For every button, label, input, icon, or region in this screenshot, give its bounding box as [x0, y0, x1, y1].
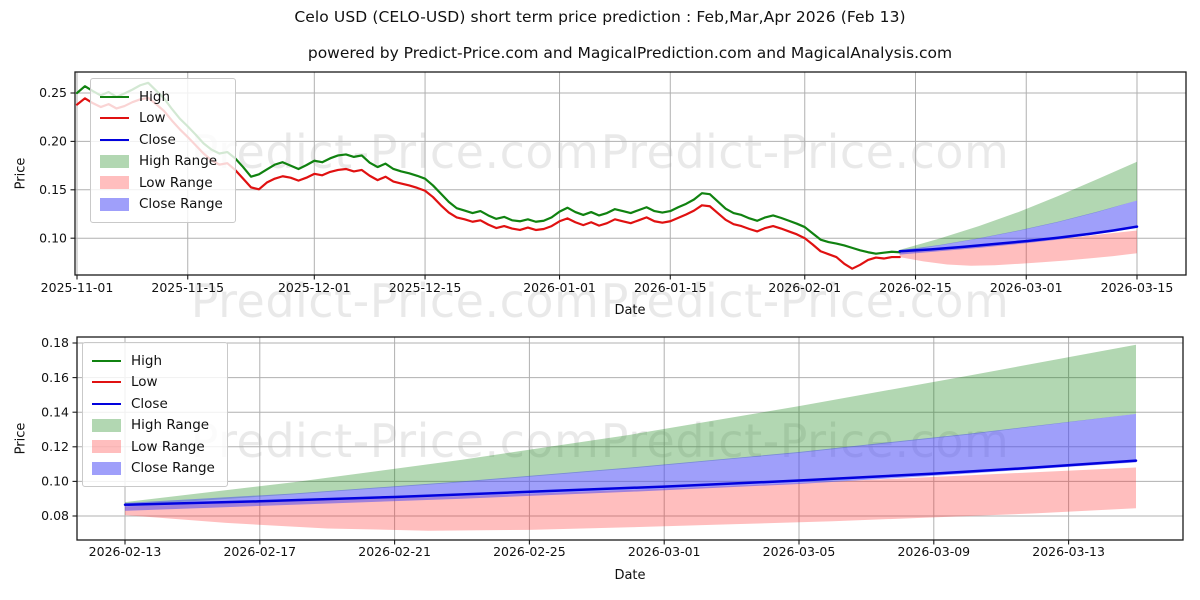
top-chart-legend: High Low Close High Range Low Range Close Ran… — [90, 78, 236, 223]
y-tick-label: 0.10 — [39, 230, 67, 245]
legend-label: Close — [139, 131, 176, 148]
x-tick-label: 2026-02-15 — [879, 280, 952, 295]
legend-swatch — [92, 402, 121, 405]
legend-item-high: High — [100, 86, 223, 108]
tick-marks — [70, 92, 1138, 280]
legend-item-low: Low — [100, 108, 223, 130]
legend-swatch — [100, 117, 129, 120]
x-tick-label: 2025-12-01 — [278, 280, 351, 295]
x-tick-label: 2026-02-13 — [89, 544, 162, 559]
legend-label: High Range — [131, 417, 210, 434]
y-tick-label: 0.20 — [39, 134, 67, 149]
x-tick-label: 2026-03-13 — [1032, 544, 1105, 559]
chart-0: 2025-11-01 2025-11-15 2025-12-01 2025-12-15… — [39, 71, 1187, 295]
low-range-band — [125, 467, 1136, 531]
x-tick-label: 2026-03-01 — [628, 544, 701, 559]
legend-label: Low Range — [139, 174, 213, 191]
legend-label: Low — [131, 374, 158, 391]
legend-swatch — [92, 461, 121, 475]
x-tick-label: 2026-02-01 — [768, 280, 841, 295]
legend-item-high-range: High Range — [92, 415, 215, 437]
legend-item-high-range: High Range — [100, 151, 223, 173]
y-tick-label: 0.15 — [39, 182, 67, 197]
legend-item-close: Close — [100, 129, 223, 151]
x-tick-label: 2025-11-15 — [151, 280, 224, 295]
top-chart-x-axis-label: Date — [614, 303, 646, 318]
y-tick-label: 0.18 — [41, 335, 69, 350]
low-range-band — [899, 230, 1137, 266]
chart-1: 2026-02-13 2026-02-17 2026-02-21 2026-02-25… — [41, 335, 1184, 559]
bottom-chart-legend: High Low Close High Range Low Range Close Ran… — [82, 342, 228, 487]
y-tick-label: 0.10 — [41, 474, 69, 489]
y-tick-label: 0.12 — [41, 439, 69, 454]
legend-label: Low Range — [131, 438, 205, 455]
legend-label: Low — [139, 110, 166, 127]
watermark-text: Predict-Price.com — [190, 274, 600, 328]
legend-swatch — [100, 176, 129, 190]
x-tick-label: 2026-01-15 — [634, 280, 707, 295]
y-tick-label: 0.14 — [41, 404, 69, 419]
x-tick-label: 2026-01-01 — [523, 280, 596, 295]
legend-swatch — [100, 95, 129, 98]
legend-item-high: High — [92, 350, 215, 372]
legend-swatch — [92, 418, 121, 432]
legend-item-low-range: Low Range — [92, 436, 215, 458]
plot-frame — [76, 336, 1184, 541]
x-tick-label: 2026-03-01 — [990, 280, 1063, 295]
legend-label: High Range — [139, 153, 218, 170]
legend-item-close: Close — [92, 393, 215, 415]
close-line — [123, 459, 1138, 507]
bottom-chart-y-axis-label: Price — [13, 422, 29, 455]
x-tick-label: 2026-03-05 — [763, 544, 836, 559]
legend-label: Close Range — [139, 196, 223, 213]
figure-subtitle: powered by Predict-Price.com and Magical… — [307, 44, 953, 62]
legend-swatch — [92, 440, 121, 454]
legend-swatch — [100, 197, 129, 211]
legend-label: High — [131, 352, 163, 369]
plot-frame — [74, 71, 1187, 276]
y-tick-label: 0.08 — [41, 508, 69, 523]
x-tick-label: 2026-02-25 — [493, 544, 566, 559]
legend-label: Close — [131, 395, 168, 412]
legend-swatch — [92, 381, 121, 384]
legend-swatch — [92, 359, 121, 362]
bottom-chart-x-axis-label: Date — [614, 568, 646, 583]
legend-label: High — [139, 88, 171, 105]
legend-item-close-range: Close Range — [92, 458, 215, 480]
figure-title: Celo USD (CELO-USD) short term price pre… — [294, 8, 906, 26]
watermark-text: Predict-Price.com — [600, 274, 1010, 328]
tick-marks — [72, 342, 1070, 545]
legend-item-low-range: Low Range — [100, 172, 223, 194]
high-range-band — [125, 344, 1136, 506]
legend-item-close-range: Close Range — [100, 194, 223, 216]
x-tick-label: 2026-03-09 — [897, 544, 970, 559]
x-tick-label: 2026-02-17 — [223, 544, 296, 559]
y-tick-label: 0.25 — [39, 85, 67, 100]
x-tick-label: 2026-03-15 — [1101, 280, 1174, 295]
x-tick-label: 2025-11-01 — [41, 280, 114, 295]
x-tick-label: 2026-02-21 — [358, 544, 431, 559]
legend-swatch — [100, 138, 129, 141]
legend-swatch — [100, 154, 129, 168]
y-tick-label: 0.16 — [41, 370, 69, 385]
top-chart-y-axis-label: Price — [13, 157, 29, 190]
high-range-band — [899, 161, 1137, 252]
x-tick-label: 2025-12-15 — [389, 280, 462, 295]
close-line — [898, 225, 1139, 253]
legend-label: Close Range — [131, 460, 215, 477]
legend-item-low: Low — [92, 372, 215, 394]
